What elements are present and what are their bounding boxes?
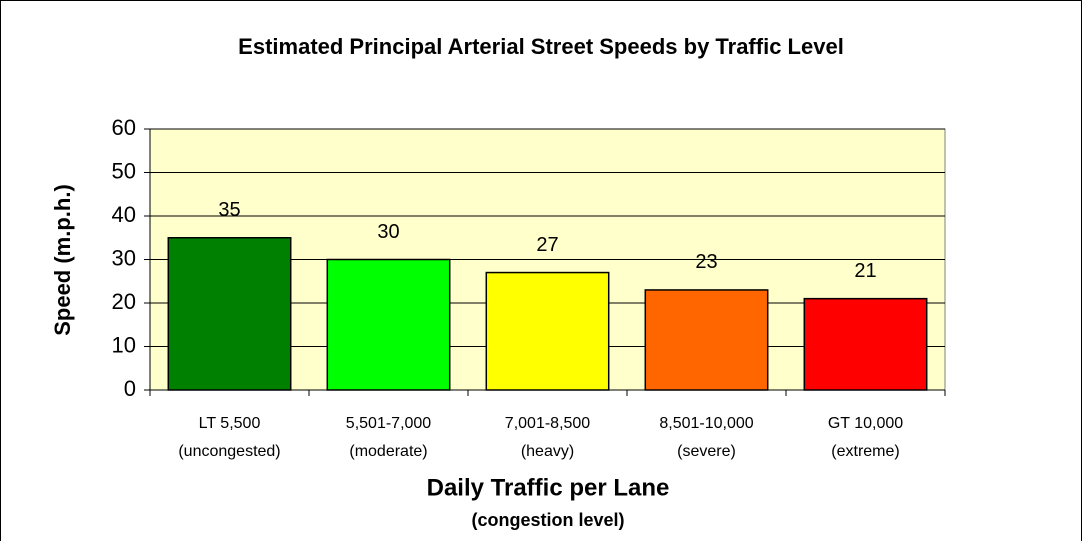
x-axis-label: Daily Traffic per Lane <box>427 474 670 501</box>
y-tick-label: 20 <box>112 289 136 314</box>
value-label: 27 <box>536 234 558 256</box>
value-label: 35 <box>218 199 240 221</box>
y-axis-label: Speed (m.p.h.) <box>50 184 75 336</box>
bar <box>644 289 769 391</box>
x-tick-label: (severe) <box>677 443 736 460</box>
value-label: 30 <box>377 221 399 243</box>
x-tick-label: 5,501-7,000 <box>346 415 432 432</box>
value-label: 21 <box>854 260 876 282</box>
x-tick-label: LT 5,500 <box>199 415 261 432</box>
bar <box>326 258 451 391</box>
x-tick-label: (moderate) <box>349 443 427 460</box>
y-tick-label: 10 <box>112 332 136 357</box>
x-tick-label: 7,001-8,500 <box>505 415 591 432</box>
bar <box>167 237 292 391</box>
y-tick-label: 40 <box>112 202 136 227</box>
chart-title: Estimated Principal Arterial Street Spee… <box>238 34 844 59</box>
x-tick-label: (heavy) <box>521 443 574 460</box>
value-label: 23 <box>695 251 717 273</box>
x-tick-label: GT 10,000 <box>828 415 903 432</box>
y-tick-label: 60 <box>112 115 136 140</box>
x-tick-label: 8,501-10,000 <box>659 415 753 432</box>
bar <box>485 271 610 391</box>
bar <box>803 297 928 391</box>
x-tick-label: (extreme) <box>831 443 899 460</box>
y-tick-label: 50 <box>112 158 136 183</box>
y-tick-label: 0 <box>124 376 136 401</box>
x-tick-label: (uncongested) <box>178 443 280 460</box>
y-tick-label: 30 <box>112 245 136 270</box>
x-axis-sublabel: (congestion level) <box>471 510 624 530</box>
